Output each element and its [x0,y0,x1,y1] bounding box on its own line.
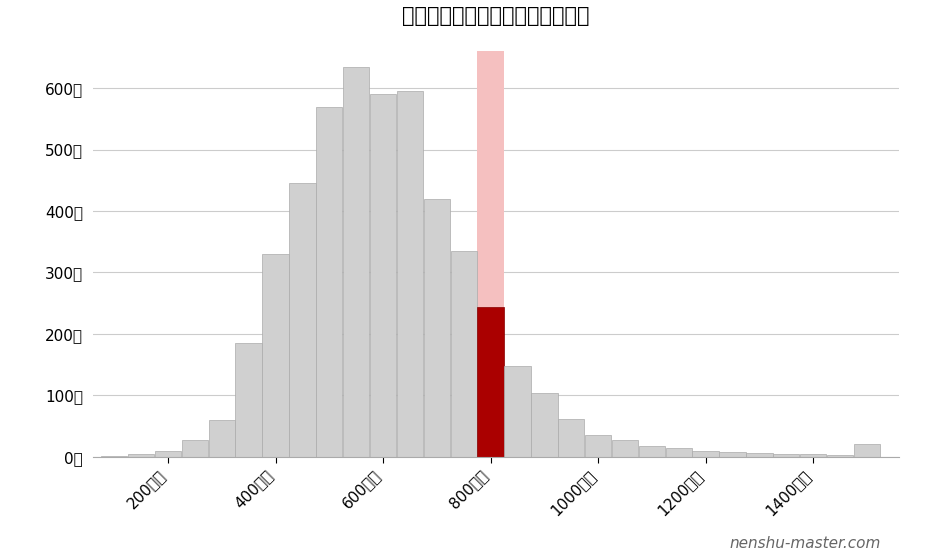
Bar [424,199,450,457]
Bar [666,448,692,457]
Bar [585,435,611,457]
Bar [316,106,342,457]
Bar [477,51,504,457]
Bar [773,453,799,457]
Bar [746,453,772,457]
Bar [854,444,880,457]
Bar [101,456,127,457]
Bar [262,254,288,457]
Bar [692,451,718,457]
Bar [531,393,557,457]
Text: nenshu-master.com: nenshu-master.com [730,536,881,551]
Bar [343,67,369,457]
Bar [182,439,208,457]
Title: 東日本高速道路の年収ポジション: 東日本高速道路の年収ポジション [402,6,590,26]
Bar [451,251,476,457]
Bar [155,451,181,457]
Bar [235,343,261,457]
Bar [209,420,235,457]
Bar [719,452,745,457]
Bar [639,446,665,457]
Bar [827,455,853,457]
Bar [289,183,315,457]
Bar [397,91,423,457]
Bar [612,439,638,457]
Bar [128,453,154,457]
Bar [477,307,503,457]
Bar [370,94,396,457]
Bar [558,419,584,457]
Bar [504,367,530,457]
Bar [800,455,826,457]
